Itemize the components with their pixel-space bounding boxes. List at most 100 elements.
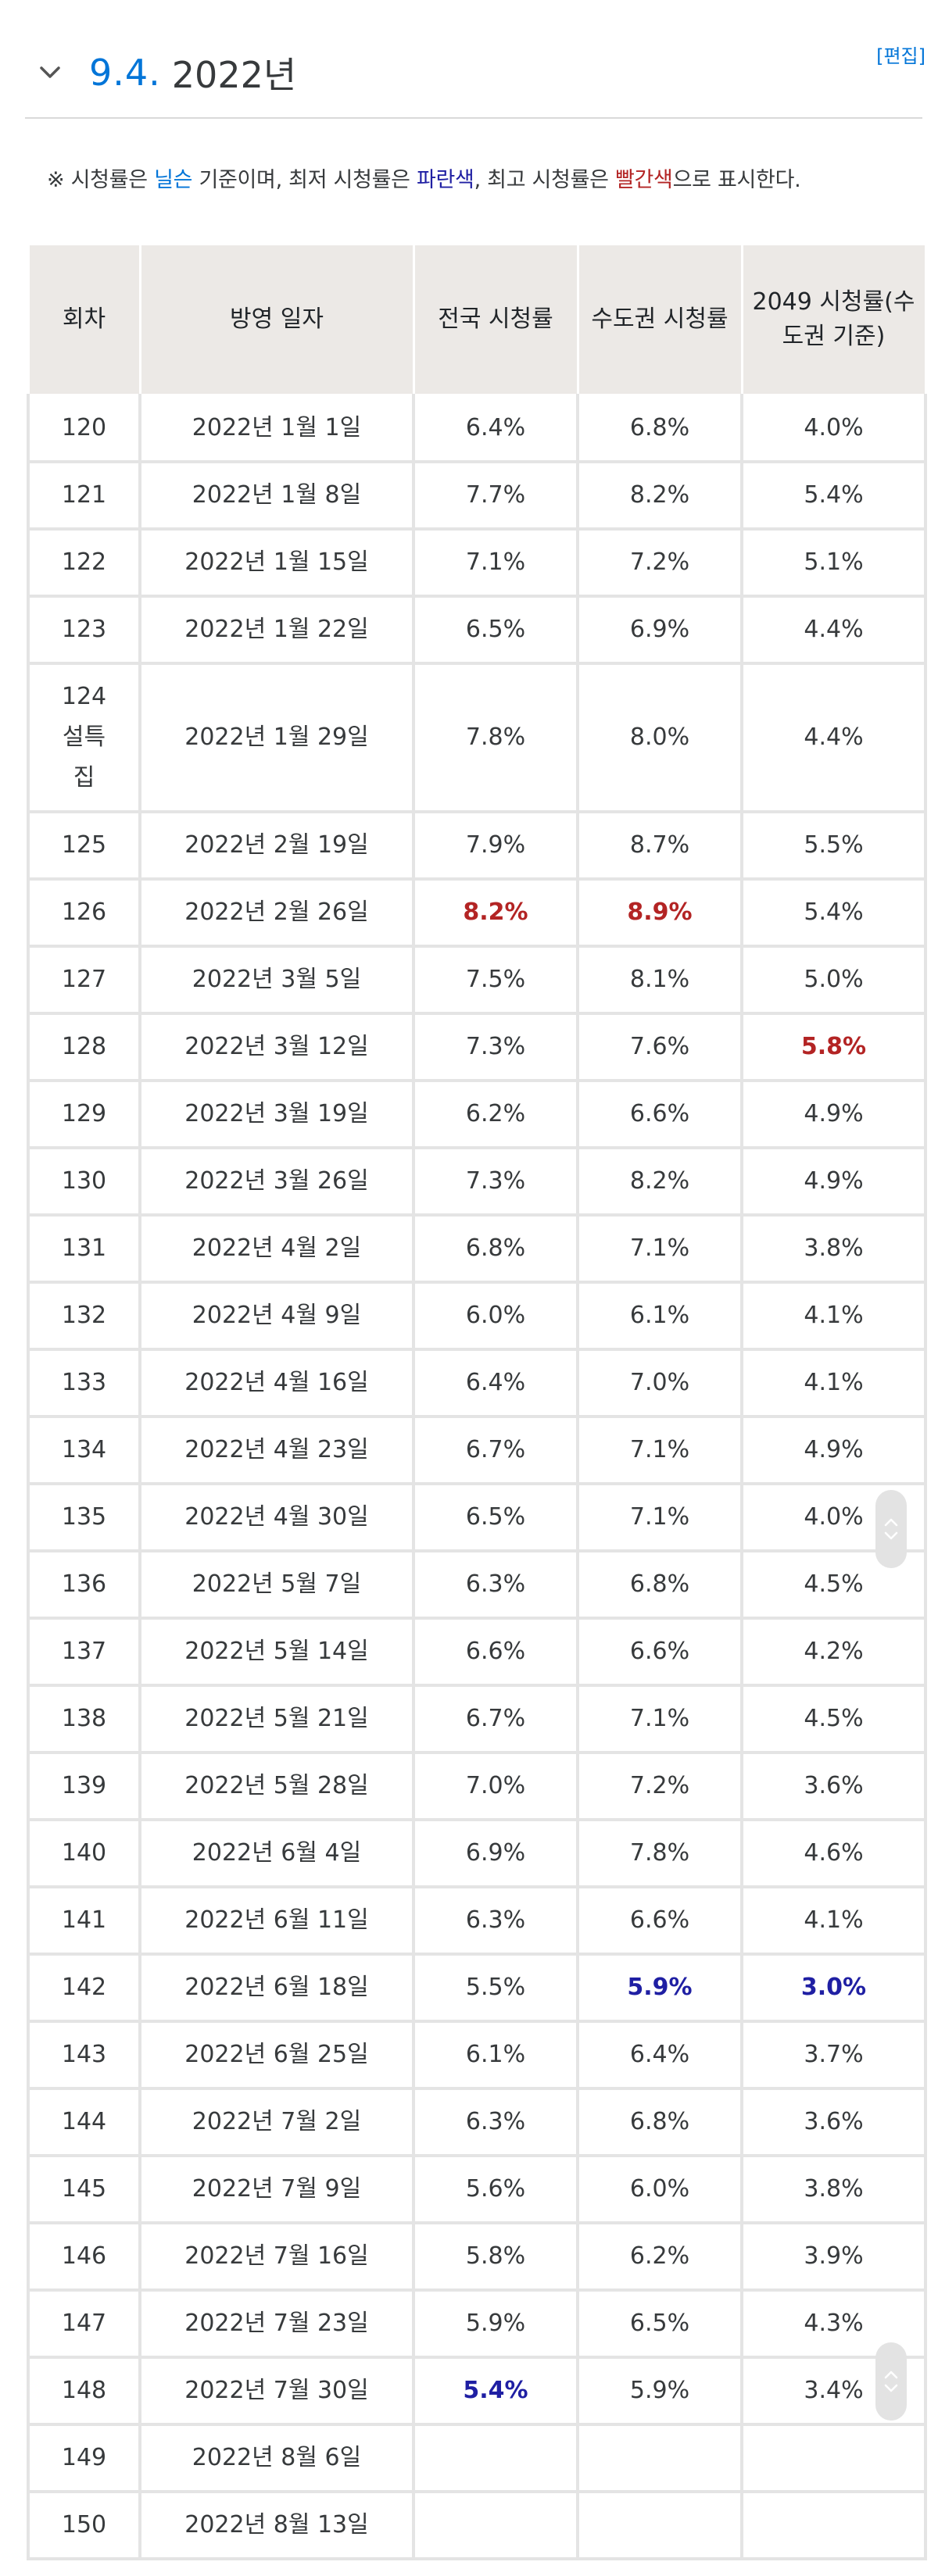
national-rating-cell: 7.9% [412, 812, 578, 881]
rating-2049-cell: 4.4% [740, 596, 927, 665]
ratings-note: ※ 시청률은 닐슨 기준이며, 최저 시청률은 파란색, 최고 시청률은 빨간색… [47, 163, 801, 193]
national-rating-cell: 7.3% [412, 1148, 578, 1217]
national-rating-cell: 6.3% [412, 1887, 578, 1956]
table-row: 133 2022년 4월 16일 6.4% 7.0% 4.1% [27, 1349, 927, 1418]
air-date-cell: 2022년 8월 6일 [138, 2424, 414, 2493]
episode-cell: 143 [27, 2021, 140, 2090]
national-rating-cell: 6.8% [412, 1215, 578, 1284]
episode-cell: 136 [27, 1551, 140, 1620]
metro-rating-cell: 6.8% [576, 1551, 742, 1620]
header-episode: 회차 [27, 243, 141, 396]
section-heading: 9.4. 2022년 [편집] [25, 28, 925, 119]
rating-2049-cell [740, 2424, 927, 2493]
rating-2049-cell: 5.0% [740, 946, 927, 1015]
rating-2049-cell: 4.9% [740, 1417, 927, 1485]
metro-rating-cell: 7.1% [576, 1484, 742, 1552]
episode-cell: 138 [27, 1685, 140, 1754]
episode-cell: 148 [27, 2357, 140, 2426]
episode-cell: 142 [27, 1954, 140, 2023]
air-date-cell: 2022년 4월 9일 [138, 1282, 414, 1351]
episode-cell: 135 [27, 1484, 140, 1552]
scroll-nav-button[interactable] [875, 2342, 907, 2421]
chevron-up-icon[interactable] [884, 2371, 898, 2379]
note-highest-color: 빨간색 [614, 168, 673, 192]
rating-2049-cell: 4.1% [740, 1887, 927, 1956]
national-rating-cell: 6.7% [412, 1685, 578, 1754]
table-row: 120 2022년 1월 1일 6.4% 6.8% 4.0% [27, 395, 927, 463]
episode-cell: 126 [27, 879, 140, 948]
metro-rating-cell: 6.5% [576, 2290, 742, 2359]
national-rating-cell: 6.6% [412, 1618, 578, 1687]
chevron-up-icon[interactable] [884, 1518, 898, 1527]
air-date-cell: 2022년 5월 21일 [138, 1685, 414, 1754]
national-rating-cell: 7.3% [412, 1013, 578, 1082]
air-date-cell: 2022년 7월 30일 [138, 2357, 414, 2426]
metro-rating-cell: 7.0% [576, 1349, 742, 1418]
air-date-cell: 2022년 4월 30일 [138, 1484, 414, 1552]
metro-rating-cell: 6.1% [576, 1282, 742, 1351]
air-date-cell: 2022년 1월 22일 [138, 596, 414, 665]
table-row: 139 2022년 5월 28일 7.0% 7.2% 3.6% [27, 1752, 927, 1821]
air-date-cell: 2022년 1월 29일 [138, 663, 414, 813]
nielsen-link[interactable]: 닐슨 [154, 168, 193, 192]
table-row: 122 2022년 1월 15일 7.1% 7.2% 5.1% [27, 529, 927, 598]
episode-cell: 150 [27, 2492, 140, 2560]
national-rating-cell [412, 2492, 578, 2560]
air-date-cell: 2022년 3월 5일 [138, 946, 414, 1015]
national-rating-cell: 7.8% [412, 663, 578, 813]
metro-rating-cell: 7.1% [576, 1215, 742, 1284]
note-text: ※ 시청률은 [47, 168, 155, 192]
air-date-cell: 2022년 8월 13일 [138, 2492, 414, 2560]
episode-cell: 128 [27, 1013, 140, 1082]
national-rating-cell: 8.2% [412, 879, 578, 948]
rating-2049-cell: 5.5% [740, 812, 927, 881]
national-rating-cell: 5.4% [412, 2357, 578, 2426]
table-row: 128 2022년 3월 12일 7.3% 7.6% 5.8% [27, 1013, 927, 1082]
rating-2049-cell: 4.6% [740, 1820, 927, 1888]
national-rating-cell: 6.2% [412, 1081, 578, 1149]
national-rating-cell: 6.1% [412, 2021, 578, 2090]
rating-2049-cell [740, 2492, 927, 2560]
table-header-row: 회차 방영 일자 전국 시청률 수도권 시청률 2049 시청률(수도권 기준) [27, 243, 927, 396]
rating-2049-cell: 5.4% [740, 879, 927, 948]
metro-rating-cell: 5.9% [576, 1954, 742, 2023]
table-row: 135 2022년 4월 30일 6.5% 7.1% 4.0% [27, 1484, 927, 1552]
air-date-cell: 2022년 6월 11일 [138, 1887, 414, 1956]
air-date-cell: 2022년 1월 8일 [138, 462, 414, 531]
chevron-down-icon[interactable] [884, 2384, 898, 2392]
metro-rating-cell: 6.6% [576, 1081, 742, 1149]
rating-2049-cell: 4.9% [740, 1148, 927, 1217]
national-rating-cell: 7.1% [412, 529, 578, 598]
section-number-link[interactable]: 9.4. [89, 52, 161, 94]
note-text: 기준이며, 최저 시청률은 [192, 168, 417, 192]
metro-rating-cell: 5.9% [576, 2357, 742, 2426]
metro-rating-cell: 8.7% [576, 812, 742, 881]
edit-link[interactable]: [편집] [876, 45, 925, 67]
table-row: 121 2022년 1월 8일 7.7% 8.2% 5.4% [27, 462, 927, 531]
metro-rating-cell: 6.6% [576, 1887, 742, 1956]
metro-rating-cell: 8.9% [576, 879, 742, 948]
air-date-cell: 2022년 6월 4일 [138, 1820, 414, 1888]
chevron-down-icon[interactable] [36, 59, 64, 87]
metro-rating-cell [576, 2424, 742, 2493]
episode-cell: 144 [27, 2088, 140, 2157]
scroll-nav-button[interactable] [875, 1490, 907, 1568]
national-rating-cell: 6.7% [412, 1417, 578, 1485]
air-date-cell: 2022년 2월 26일 [138, 879, 414, 948]
table-row: 141 2022년 6월 11일 6.3% 6.6% 4.1% [27, 1887, 927, 1956]
table-row: 125 2022년 2월 19일 7.9% 8.7% 5.5% [27, 812, 927, 881]
table-row: 148 2022년 7월 30일 5.4% 5.9% 3.4% [27, 2357, 927, 2426]
metro-rating-cell: 7.2% [576, 1752, 742, 1821]
chevron-down-icon[interactable] [884, 1531, 898, 1540]
table-row: 129 2022년 3월 19일 6.2% 6.6% 4.9% [27, 1081, 927, 1149]
note-text: 으로 표시한다. [672, 168, 801, 192]
metro-rating-cell: 7.2% [576, 529, 742, 598]
national-rating-cell: 5.5% [412, 1954, 578, 2023]
table-row: 138 2022년 5월 21일 6.7% 7.1% 4.5% [27, 1685, 927, 1754]
national-rating-cell: 6.9% [412, 1820, 578, 1888]
metro-rating-cell: 6.0% [576, 2156, 742, 2224]
metro-rating-cell: 8.1% [576, 946, 742, 1015]
national-rating-cell: 6.4% [412, 395, 578, 463]
episode-cell: 129 [27, 1081, 140, 1149]
episode-cell: 145 [27, 2156, 140, 2224]
